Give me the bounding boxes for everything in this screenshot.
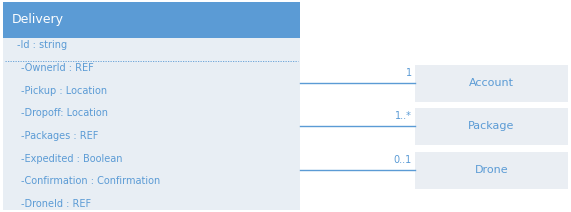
FancyBboxPatch shape xyxy=(415,64,568,102)
Text: -OwnerId : REF: -OwnerId : REF xyxy=(21,63,94,73)
Text: -Expedited : Boolean: -Expedited : Boolean xyxy=(21,154,123,164)
FancyBboxPatch shape xyxy=(415,152,568,188)
Text: 1..*: 1..* xyxy=(395,111,412,121)
Text: Account: Account xyxy=(469,78,514,88)
Text: Drone: Drone xyxy=(475,165,508,175)
Text: Delivery: Delivery xyxy=(11,14,63,26)
Text: -Id : string: -Id : string xyxy=(17,40,67,50)
Text: 1: 1 xyxy=(406,68,412,78)
FancyBboxPatch shape xyxy=(3,2,300,38)
Text: -Packages : REF: -Packages : REF xyxy=(21,131,99,141)
Text: -DroneId : REF: -DroneId : REF xyxy=(21,199,91,209)
Text: Package: Package xyxy=(468,121,514,131)
Text: 0..1: 0..1 xyxy=(394,155,412,165)
FancyBboxPatch shape xyxy=(3,38,300,210)
Text: -Dropoff: Location: -Dropoff: Location xyxy=(21,108,108,118)
Text: -Confirmation : Confirmation: -Confirmation : Confirmation xyxy=(21,176,160,186)
FancyBboxPatch shape xyxy=(415,107,568,145)
Text: -Pickup : Location: -Pickup : Location xyxy=(21,86,107,96)
